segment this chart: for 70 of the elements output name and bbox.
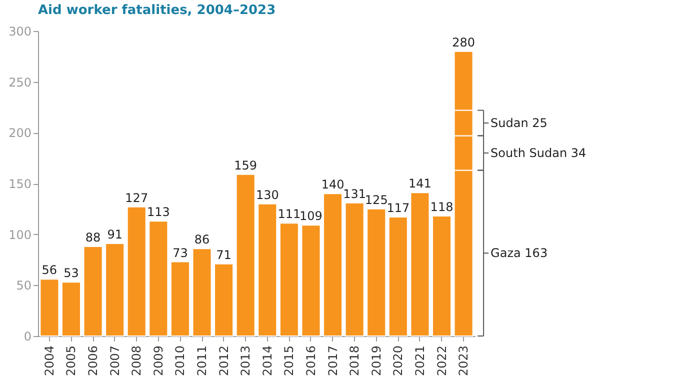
x-tick-label: 2005: [64, 346, 78, 376]
x-tick-label: 2010: [173, 346, 188, 376]
bar: [61, 282, 81, 336]
total-label: 117: [386, 201, 410, 216]
total-label: 56: [42, 263, 58, 278]
total-label: 88: [85, 230, 101, 245]
x-tick-label: 2018: [348, 346, 362, 376]
x-tick-label: 2008: [130, 346, 144, 376]
bar: [323, 193, 343, 336]
total-label: 140: [321, 178, 344, 192]
bar: [366, 208, 386, 336]
total-label: 113: [146, 205, 170, 220]
x-tick-label: 2022: [434, 346, 449, 376]
bar: [192, 248, 212, 336]
text: South Sudan 34: [490, 146, 586, 160]
y-tick-label: 150: [8, 177, 32, 191]
bar: [126, 206, 146, 336]
bar: [410, 192, 430, 336]
y-tick-label: 200: [8, 126, 32, 140]
x-tick-label: 2021: [412, 346, 427, 376]
chart-title: Aid worker fatalities, 2004–2023: [38, 3, 276, 18]
bar: [83, 246, 103, 336]
x-tick-label: 2016: [304, 346, 318, 376]
x-tick-label: 2007: [108, 346, 122, 376]
x-tick-label: 2014: [260, 346, 274, 376]
x-tick-label: 2015: [282, 346, 296, 376]
bar: [388, 216, 408, 336]
total-label: 141: [408, 176, 432, 191]
x-tick-label: 2006: [86, 346, 100, 376]
x-tick-label: 2017: [326, 346, 340, 376]
total-label: 118: [430, 200, 454, 214]
total-label: 159: [234, 158, 258, 172]
x-tick-label: 2023: [456, 346, 471, 376]
y-tick-label: 250: [8, 75, 32, 90]
total-label: 71: [216, 248, 232, 262]
x-tick-label: 2011: [195, 346, 210, 376]
bar: [40, 278, 60, 336]
x-tick-label: 2004: [42, 346, 56, 376]
x-tick-label: 2013: [238, 346, 253, 376]
total-label: 280: [452, 35, 476, 50]
x-tick-label: 2009: [151, 346, 166, 376]
bar: [236, 174, 256, 336]
y-tick-label: 50: [16, 278, 32, 293]
text: Sudan 25: [490, 116, 548, 130]
bar: [432, 216, 452, 336]
y-tick-label: 100: [8, 228, 32, 242]
bar: [258, 203, 278, 336]
total-label: 109: [300, 209, 322, 224]
total-label: 73: [172, 246, 188, 260]
total-label: 131: [343, 186, 366, 201]
total-label: 91: [107, 227, 122, 242]
x-tick-label: 2019: [369, 346, 384, 376]
bar: [214, 263, 234, 336]
bar: [279, 222, 299, 336]
bar: [344, 202, 364, 336]
bar: [301, 224, 321, 336]
total-label: 86: [194, 232, 210, 247]
x-tick-label: 2012: [216, 346, 231, 376]
total-label: 53: [64, 266, 79, 280]
total-label: 127: [125, 190, 148, 205]
total-label: 125: [364, 192, 388, 207]
bar: [105, 242, 125, 336]
total-label: 111: [278, 207, 301, 222]
text: Gaza 163: [490, 246, 548, 260]
y-tick-label: 0: [24, 330, 32, 344]
x-tick-label: 2020: [391, 346, 406, 376]
bar: [170, 261, 190, 336]
y-tick-label: 300: [8, 24, 32, 38]
total-label: 130: [256, 188, 279, 202]
bar: [148, 220, 168, 336]
